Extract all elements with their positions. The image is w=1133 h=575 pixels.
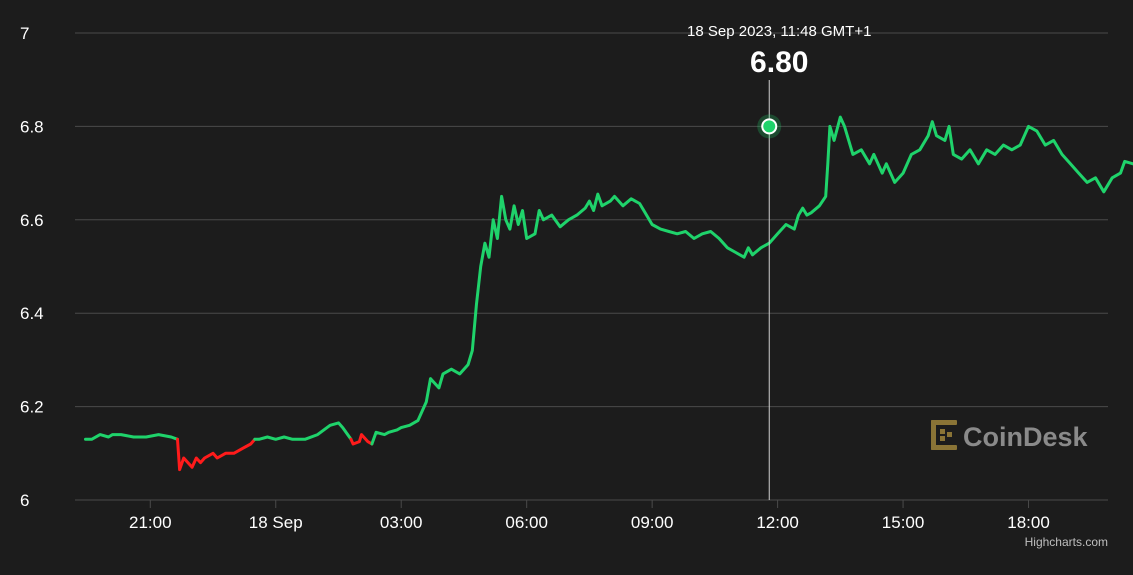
watermark-text: CoinDesk bbox=[963, 422, 1089, 452]
hover-point-marker[interactable] bbox=[761, 118, 778, 135]
grid-lines bbox=[75, 32, 1108, 501]
x-tick-label: 15:00 bbox=[882, 513, 925, 532]
tooltip-timestamp: 18 Sep 2023, 11:48 GMT+1 bbox=[687, 23, 871, 40]
price-series bbox=[84, 115, 1133, 472]
x-tick-label: 18:00 bbox=[1007, 513, 1050, 532]
x-tick-label: 12:00 bbox=[756, 513, 799, 532]
highcharts-credits-link[interactable]: Highcharts.com bbox=[1025, 535, 1108, 549]
series-line-up bbox=[84, 433, 179, 441]
series-line-down bbox=[349, 433, 374, 446]
x-tick-label: 21:00 bbox=[129, 513, 172, 532]
coindesk-logo-icon bbox=[931, 420, 957, 450]
y-tick-label: 6.8 bbox=[20, 117, 44, 136]
series-line-up bbox=[370, 115, 1133, 446]
x-tick-label: 06:00 bbox=[505, 513, 548, 532]
x-tick-label: 09:00 bbox=[631, 513, 674, 532]
x-tick-label: 03:00 bbox=[380, 513, 423, 532]
tooltip-value: 6.80 bbox=[750, 46, 808, 79]
coindesk-watermark: CoinDesk bbox=[931, 420, 1089, 452]
series-line-down bbox=[176, 437, 257, 472]
y-tick-label: 6 bbox=[20, 491, 29, 510]
y-axis: 6 6.2 6.4 6.6 6.8 7 bbox=[20, 24, 44, 510]
x-tick-label: 18 Sep bbox=[249, 513, 303, 532]
y-tick-label: 7 bbox=[20, 24, 29, 43]
y-tick-label: 6.6 bbox=[20, 211, 44, 230]
y-tick-label: 6.2 bbox=[20, 398, 44, 417]
x-axis: 21:00 18 Sep 03:00 06:00 09:00 12:00 15:00 18:0… bbox=[129, 500, 1050, 532]
series-line-up bbox=[253, 421, 353, 441]
y-tick-label: 6.4 bbox=[20, 304, 44, 323]
